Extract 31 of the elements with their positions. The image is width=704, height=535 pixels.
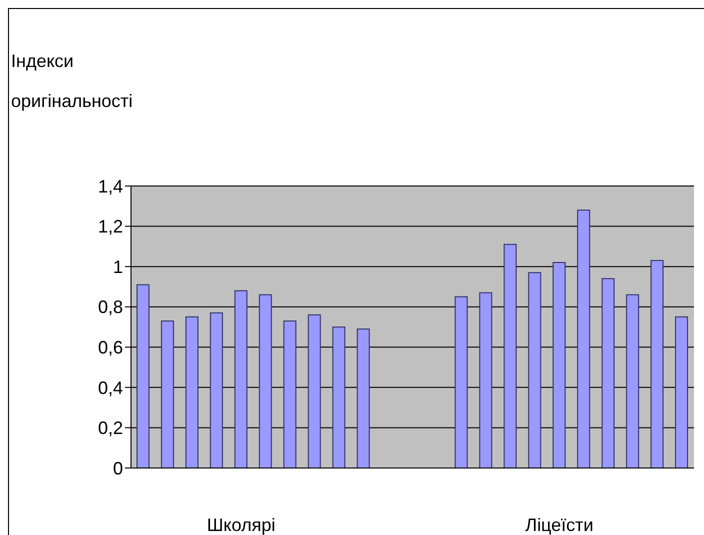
bar [234,290,248,468]
y-tick-label: 1,2 [98,216,123,237]
bar [308,314,321,468]
y-tick-label: 1 [112,256,123,277]
bar [283,320,296,468]
bar [136,284,150,468]
bar [675,316,688,468]
bar [577,210,590,468]
bar [160,320,174,468]
y-tick-label: 0,8 [98,297,123,318]
y-tick-label: 0 [112,458,123,478]
bar [210,312,223,468]
x-tick-label: Школярі [206,515,276,535]
bar [454,296,468,468]
bar [528,272,542,468]
bar [258,294,272,468]
y-tick-label: 0,4 [98,378,123,398]
x-tick-label: Ліцеїсти [525,515,594,535]
bar [356,328,370,468]
y-tick-label: 1,4 [98,176,123,196]
bar [602,278,615,468]
bar [185,316,198,468]
bar [626,294,640,468]
y-axis-title: Індекси оригінальності [11,50,134,113]
bar [332,326,346,468]
y-tick-label: 0,6 [98,338,123,358]
bar [650,260,664,468]
bar [479,292,492,468]
y-tick-label: 0,2 [98,418,123,438]
bar [552,262,566,468]
bar [504,244,517,468]
